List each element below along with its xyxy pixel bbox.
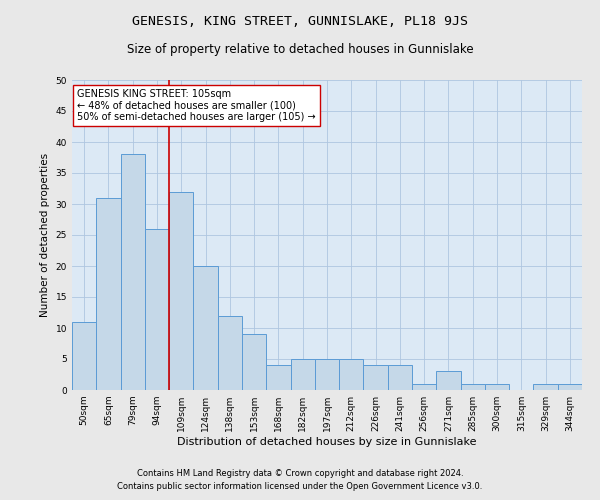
Bar xyxy=(436,372,461,390)
Bar xyxy=(315,359,339,390)
Bar xyxy=(290,359,315,390)
Text: Size of property relative to detached houses in Gunnislake: Size of property relative to detached ho… xyxy=(127,42,473,56)
Bar xyxy=(485,384,509,390)
Bar xyxy=(96,198,121,390)
X-axis label: Distribution of detached houses by size in Gunnislake: Distribution of detached houses by size … xyxy=(177,437,477,447)
Bar xyxy=(558,384,582,390)
Bar xyxy=(339,359,364,390)
Bar xyxy=(364,365,388,390)
Text: Contains HM Land Registry data © Crown copyright and database right 2024.: Contains HM Land Registry data © Crown c… xyxy=(137,468,463,477)
Bar xyxy=(169,192,193,390)
Bar xyxy=(533,384,558,390)
Bar xyxy=(72,322,96,390)
Bar xyxy=(218,316,242,390)
Bar xyxy=(242,334,266,390)
Bar xyxy=(121,154,145,390)
Y-axis label: Number of detached properties: Number of detached properties xyxy=(40,153,50,317)
Text: GENESIS, KING STREET, GUNNISLAKE, PL18 9JS: GENESIS, KING STREET, GUNNISLAKE, PL18 9… xyxy=(132,15,468,28)
Text: Contains public sector information licensed under the Open Government Licence v3: Contains public sector information licen… xyxy=(118,482,482,491)
Bar xyxy=(461,384,485,390)
Bar xyxy=(145,229,169,390)
Text: GENESIS KING STREET: 105sqm
← 48% of detached houses are smaller (100)
50% of se: GENESIS KING STREET: 105sqm ← 48% of det… xyxy=(77,90,316,122)
Bar xyxy=(388,365,412,390)
Bar xyxy=(193,266,218,390)
Bar xyxy=(266,365,290,390)
Bar xyxy=(412,384,436,390)
